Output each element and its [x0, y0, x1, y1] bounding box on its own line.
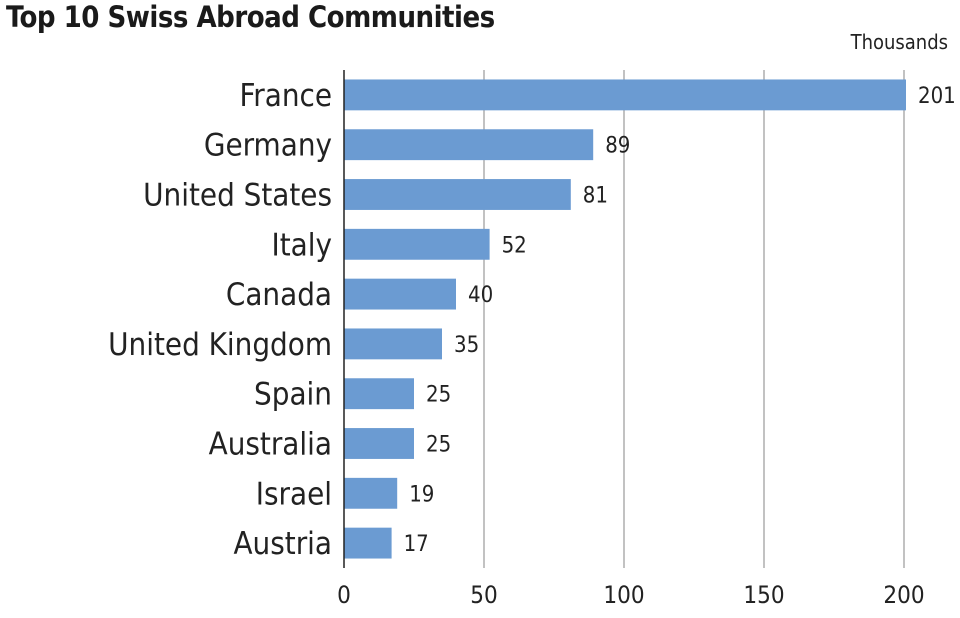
- value-label: 40: [468, 283, 493, 308]
- category-label: Spain: [254, 377, 332, 413]
- chart-title: Top 10 Swiss Abroad Communities: [6, 0, 495, 34]
- value-label: 19: [409, 482, 434, 507]
- labels: 0 50 100 150 200 France 201 Germany 89 United Sta…: [108, 78, 956, 609]
- bar: [344, 527, 392, 559]
- bar: [344, 278, 456, 310]
- value-label: 89: [605, 134, 630, 159]
- value-label: 25: [426, 383, 451, 408]
- x-tick-label: 150: [743, 581, 784, 609]
- category-label: Israel: [256, 476, 332, 512]
- x-tick-label: 200: [883, 581, 924, 609]
- x-tick-label: 50: [470, 581, 497, 609]
- bar: [344, 79, 906, 111]
- category-label: United Kingdom: [108, 327, 332, 363]
- value-label: 17: [404, 532, 429, 557]
- value-label: 52: [502, 233, 527, 258]
- bar: [344, 378, 414, 410]
- value-label: 201: [918, 84, 956, 109]
- category-label: Australia: [209, 427, 332, 463]
- category-label: Germany: [204, 128, 332, 164]
- value-label: 25: [426, 433, 451, 458]
- x-tick-label: 0: [337, 581, 351, 609]
- bar: [344, 129, 594, 161]
- bar: [344, 477, 398, 509]
- bar: [344, 428, 414, 459]
- bar: [344, 179, 571, 210]
- value-label: 35: [454, 333, 479, 358]
- category-label: Austria: [233, 526, 332, 562]
- category-label: United States: [143, 178, 332, 214]
- bars: [344, 79, 906, 559]
- x-tick-label: 100: [603, 581, 644, 609]
- category-label: Italy: [272, 227, 333, 263]
- value-label: 81: [583, 184, 608, 209]
- bar: [344, 328, 442, 360]
- category-label: Canada: [226, 277, 332, 313]
- category-label: France: [239, 78, 332, 114]
- bar: [344, 228, 490, 260]
- unit-label: Thousands: [850, 30, 948, 54]
